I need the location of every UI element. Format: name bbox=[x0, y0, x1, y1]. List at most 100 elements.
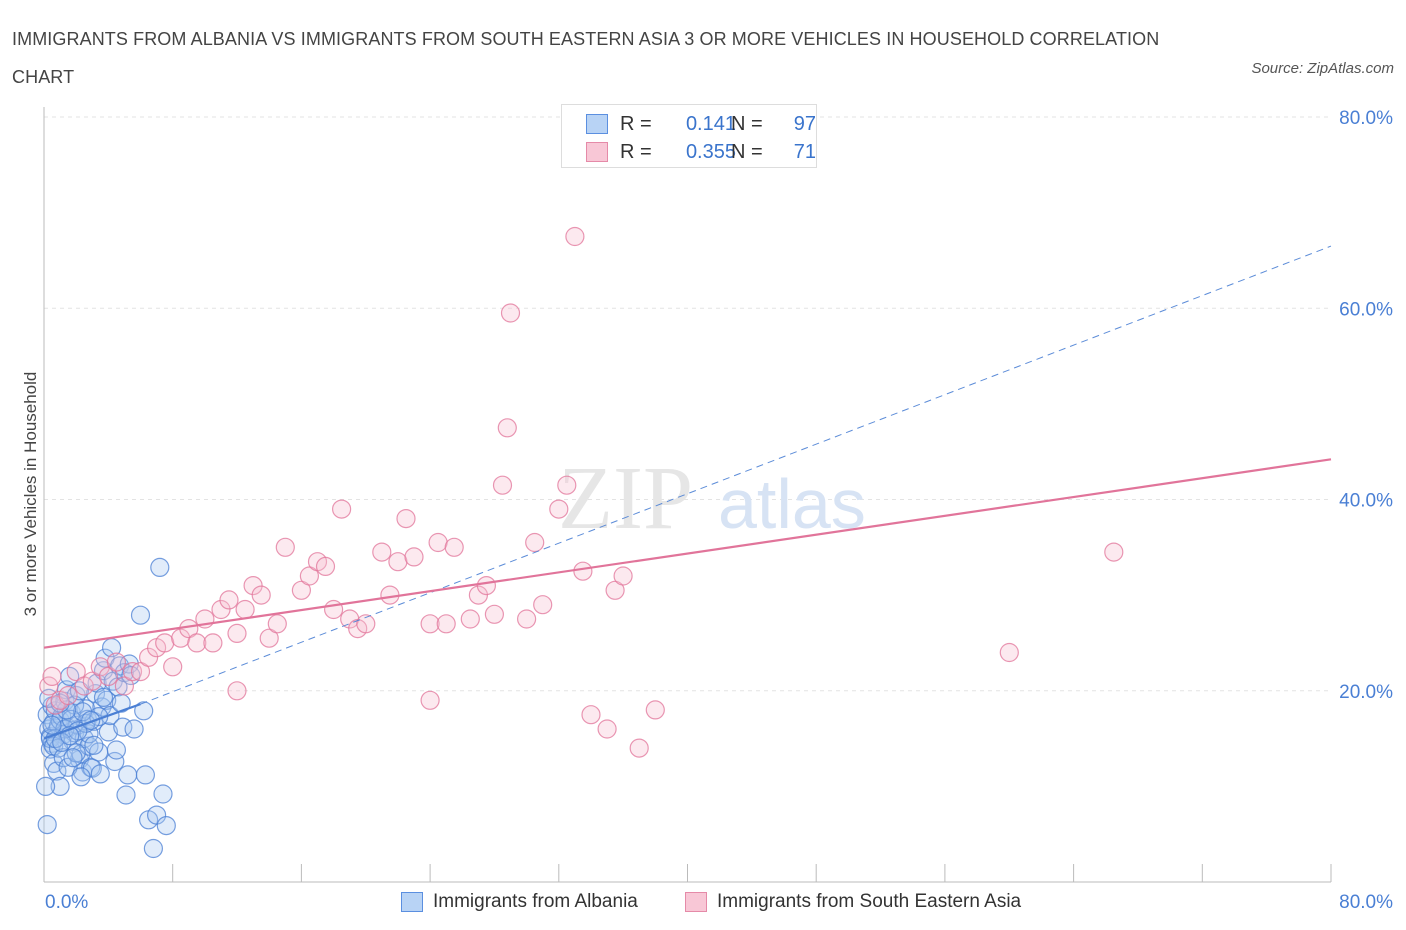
sea-point bbox=[332, 499, 352, 519]
sea-point bbox=[613, 566, 633, 586]
sea-point bbox=[211, 599, 231, 620]
legend-n-label: N = bbox=[731, 113, 763, 135]
x-tick-label: 80.0% bbox=[1339, 892, 1393, 913]
sea-point bbox=[428, 532, 448, 553]
sea-point bbox=[42, 666, 62, 687]
sea-point bbox=[259, 628, 279, 648]
bottom-legend-label-albania: Immigrants from Albania bbox=[433, 891, 638, 912]
sea-point bbox=[1104, 542, 1124, 562]
sea-point bbox=[251, 585, 271, 605]
sea-point bbox=[549, 499, 569, 519]
legend-n-value: 97 bbox=[793, 113, 816, 135]
y-tick-label: 60.0% bbox=[1339, 299, 1393, 320]
albania-point bbox=[58, 757, 78, 777]
albania-trend-line bbox=[140, 245, 1332, 705]
sea-point bbox=[476, 575, 496, 596]
sea-point bbox=[155, 633, 175, 653]
legend-r-value: 0.141 bbox=[685, 113, 736, 135]
sea-point bbox=[404, 547, 424, 567]
sea-point bbox=[139, 647, 159, 667]
source-note: Source: ZipAtlas.com bbox=[1251, 60, 1394, 77]
albania-point bbox=[106, 740, 127, 760]
legend-r-label: R = bbox=[620, 113, 652, 135]
albania-trend-line bbox=[43, 703, 141, 740]
albania-point bbox=[130, 605, 151, 625]
sea-point bbox=[557, 475, 577, 495]
bottom-legend-swatch-albania bbox=[401, 892, 423, 912]
sea-point bbox=[275, 537, 295, 557]
legend-n-label: N = bbox=[731, 141, 763, 163]
sea-point bbox=[999, 642, 1019, 663]
correlation-legend: R = 0.141 N = 97 R = 0.355 N = 71 bbox=[561, 104, 817, 168]
sea-point bbox=[235, 599, 255, 620]
trend-lines bbox=[43, 245, 1332, 740]
albania-point bbox=[90, 764, 110, 784]
albania-point bbox=[50, 776, 70, 797]
sea-point bbox=[227, 623, 247, 644]
sea-point bbox=[516, 609, 537, 629]
albania-point bbox=[71, 767, 91, 787]
sea-trend-line bbox=[43, 458, 1332, 649]
sea-point bbox=[130, 661, 151, 682]
sea-point bbox=[525, 532, 545, 553]
albania-point bbox=[108, 677, 128, 697]
sea-point bbox=[227, 681, 247, 701]
legend-r-label: R = bbox=[620, 141, 652, 163]
albania-point bbox=[143, 838, 163, 859]
axes bbox=[43, 107, 1332, 883]
sea-point bbox=[66, 661, 86, 682]
y-tick-label: 80.0% bbox=[1339, 108, 1393, 129]
albania-point bbox=[63, 748, 83, 768]
sea-point bbox=[484, 604, 504, 624]
sea-point bbox=[58, 685, 78, 706]
albania-point bbox=[156, 815, 176, 836]
sea-point bbox=[492, 475, 513, 495]
watermark-zip: ZIP bbox=[558, 449, 693, 548]
sea-point bbox=[533, 595, 553, 615]
sea-point bbox=[460, 609, 480, 629]
sea-point bbox=[187, 633, 207, 653]
sea-point bbox=[436, 614, 456, 634]
sea-point bbox=[299, 566, 319, 586]
albania-point bbox=[98, 722, 119, 742]
tick-labels: 20.0% 40.0% 60.0% 80.0% 0.0% 80.0% bbox=[45, 108, 1393, 913]
albania-point bbox=[147, 805, 167, 825]
sea-point bbox=[315, 556, 336, 577]
sea-point bbox=[324, 599, 344, 620]
bottom-legend-label-sea: Immigrants from South Eastern Asia bbox=[717, 891, 1022, 912]
sea-point bbox=[420, 614, 440, 634]
albania-point bbox=[42, 715, 62, 735]
albania-point bbox=[97, 690, 117, 710]
albania-point bbox=[35, 776, 56, 797]
sea-point bbox=[122, 661, 143, 682]
albania-point bbox=[81, 710, 101, 731]
sea-point bbox=[388, 552, 408, 572]
legend-swatch-sea bbox=[586, 142, 608, 162]
sea-point bbox=[581, 705, 601, 725]
chart-title: IMMIGRANTS FROM ALBANIA VS IMMIGRANTS FR… bbox=[12, 29, 1160, 87]
data-points bbox=[35, 226, 1124, 859]
albania-point bbox=[153, 784, 173, 804]
legend-r-value: 0.355 bbox=[685, 141, 736, 163]
sea-point bbox=[372, 542, 392, 562]
sea-point bbox=[114, 676, 135, 696]
albania-point bbox=[124, 719, 144, 739]
sea-point bbox=[106, 652, 127, 672]
sea-point bbox=[420, 690, 440, 710]
sea-point bbox=[203, 633, 223, 653]
bottom-legend-swatch-sea bbox=[685, 892, 707, 912]
albania-point bbox=[118, 765, 138, 785]
legend-n-value: 71 bbox=[793, 141, 816, 163]
albania-point bbox=[44, 753, 64, 774]
albania-point bbox=[134, 701, 154, 721]
sea-point bbox=[497, 418, 517, 438]
x-tick-label: 0.0% bbox=[45, 892, 88, 913]
sea-point bbox=[565, 226, 585, 247]
sea-point bbox=[444, 537, 464, 557]
sea-point bbox=[597, 719, 617, 739]
y-tick-label: 40.0% bbox=[1339, 491, 1393, 512]
sea-point bbox=[500, 303, 521, 323]
albania-point bbox=[93, 687, 114, 708]
albania-point bbox=[150, 557, 170, 578]
